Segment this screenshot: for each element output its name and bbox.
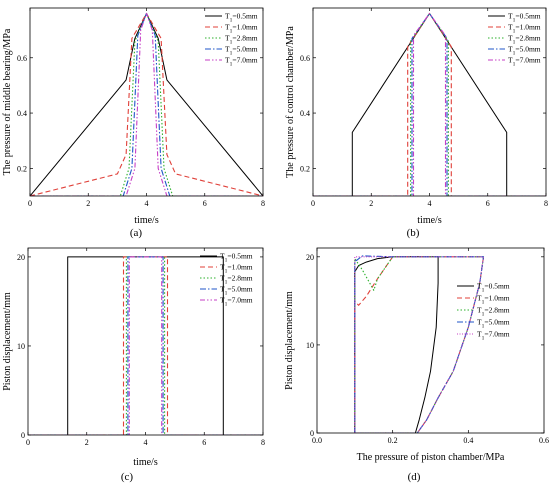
caption-a: (a) — [130, 227, 143, 239]
legend-label-2: T1=1.0mm — [225, 23, 258, 35]
x-tick-label: 0.4 — [463, 436, 473, 445]
x-tick-label: 2 — [369, 199, 373, 208]
y-tick-label: 0 — [21, 431, 25, 440]
x-tick-label: 2 — [86, 199, 90, 208]
series-line-2 — [354, 256, 485, 433]
plot-frame — [316, 247, 545, 434]
legend-label-5: T1=7.0mm — [477, 330, 510, 342]
x-tick-label: 8 — [261, 438, 265, 447]
legend-label-2: T1=1.0mm — [220, 263, 253, 275]
legend-label-5: T1=7.0mm — [220, 296, 253, 308]
x-tick-label: 8 — [544, 199, 548, 208]
x-tick-label: 0.0 — [312, 436, 322, 445]
y-tick-label: 0.2 — [17, 164, 27, 173]
legend-label-2: T1=1.0mm — [477, 294, 510, 306]
y-axis-label: The pressure of middle bearing/MPa — [2, 28, 13, 175]
y-tick-label: 20 — [17, 253, 25, 262]
x-tick-label: 8 — [261, 199, 265, 208]
y-tick-label: 20 — [306, 253, 314, 262]
legend-label-5: T1=7.0mm — [508, 56, 541, 68]
series-line-1 — [354, 256, 439, 433]
y-tick-label: 10 — [17, 342, 25, 351]
legend-label-4: T1=5.0mm — [220, 285, 253, 297]
legend-label-5: T1=7.0mm — [225, 56, 258, 68]
y-axis-label: Piston displacement/mm — [284, 291, 295, 390]
y-tick-label: 0 — [310, 429, 314, 438]
legend-label-4: T1=5.0mm — [225, 45, 258, 57]
y-axis-label: Piston displacement/mm — [2, 292, 13, 391]
y-tick-label: 0.6 — [17, 54, 27, 63]
panel-c: 0 2 4 6 8 0 10 20 time/s Piston displacement/mm T1… — [2, 247, 265, 468]
legend-label-3: T1=2.8mm — [508, 34, 541, 46]
x-tick-label: 0 — [28, 199, 32, 208]
series-line-5 — [354, 256, 485, 433]
panel-b: 0 2 4 6 8 0.2 0.4 0.6 time/s The pressure of cont… — [285, 7, 548, 226]
x-tick-label: 0 — [311, 199, 315, 208]
y-tick-label: 0.2 — [300, 164, 310, 173]
series-group — [30, 12, 263, 196]
x-tick-label: 4 — [428, 199, 432, 208]
x-tick-label: 0 — [26, 438, 30, 447]
series-group — [354, 255, 485, 433]
x-axis-label: The pressure of piston chamber/MPa — [357, 452, 505, 463]
x-tick-label: 0.6 — [539, 436, 549, 445]
legend-label-1: T1=0.5mm — [220, 252, 253, 264]
x-axis-label: time/s — [417, 215, 442, 226]
legend-label-4: T1=5.0mm — [477, 318, 510, 330]
y-axis-label: The pressure of control chamber/MPa — [285, 26, 296, 178]
y-tick-label: 0.4 — [17, 109, 27, 118]
x-axis-label: time/s — [134, 215, 159, 226]
legend-label-3: T1=2.8mm — [220, 274, 253, 286]
legend-label-3: T1=2.8mm — [225, 34, 258, 46]
series-line-5 — [313, 12, 546, 196]
caption-b: (b) — [407, 227, 420, 239]
series-line-5 — [28, 256, 263, 435]
legend-label-1: T1=0.5mm — [508, 12, 541, 24]
x-tick-label: 2 — [85, 438, 89, 447]
y-tick-label: 0.6 — [300, 54, 310, 63]
series-group — [28, 256, 263, 435]
x-axis-label: time/s — [133, 457, 158, 468]
panel-d: 0.0 0.2 0.4 0.6 0 10 20 The pressure of piston … — [284, 247, 549, 463]
legend-label-2: T1=1.0mm — [508, 23, 541, 35]
caption-c: (c) — [121, 471, 134, 483]
legend-label-1: T1=0.5mm — [225, 12, 258, 24]
x-tick-label: 6 — [486, 199, 490, 208]
series-line-4 — [354, 255, 485, 433]
y-tick-label: 0.4 — [300, 109, 310, 118]
legend-label-3: T1=2.8mm — [477, 306, 510, 318]
legend-label-4: T1=5.0mm — [508, 45, 541, 57]
x-tick-label: 6 — [203, 199, 207, 208]
x-tick-label: 4 — [144, 438, 148, 447]
x-tick-label: 4 — [145, 199, 149, 208]
x-tick-label: 0.2 — [388, 436, 398, 445]
legend-label-1: T1=0.5mm — [477, 282, 510, 294]
caption-d: (d) — [408, 471, 421, 483]
series-line-5 — [30, 12, 263, 196]
x-tick-label: 6 — [202, 438, 206, 447]
y-tick-label: 10 — [306, 341, 314, 350]
series-group — [313, 12, 546, 196]
panel-a: 0 2 4 6 8 0.2 0.4 0.6 time/s The pressure of midd… — [2, 7, 265, 226]
